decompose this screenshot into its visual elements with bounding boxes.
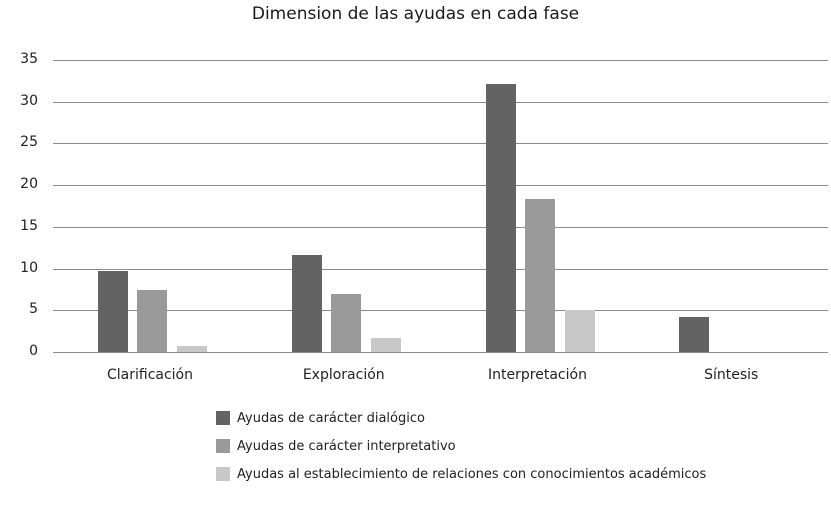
legend-swatch [216, 411, 230, 425]
y-tick-label: 5 [29, 301, 38, 318]
legend-label: Ayudas de carácter dialógico [237, 410, 425, 426]
bar [291, 255, 322, 352]
legend-swatch [216, 439, 230, 453]
gridline [53, 268, 828, 270]
y-tick-label: 35 [20, 51, 38, 67]
legend: Ayudas de carácter dialógico Ayudas de ca… [216, 404, 706, 488]
gridline [53, 226, 828, 228]
gridline [53, 352, 828, 353]
legend-item: Ayudas al establecimiento de relaciones … [216, 460, 706, 488]
y-tick-label: 20 [20, 176, 38, 193]
bar [330, 294, 361, 352]
gridline [53, 143, 828, 145]
bar [679, 316, 710, 352]
x-tick-label: Interpretación [488, 367, 587, 383]
legend-item: Ayudas de carácter interpretativo [216, 432, 706, 460]
gridline [53, 60, 828, 61]
legend-swatch [216, 467, 230, 481]
legend-label: Ayudas de carácter interpretativo [237, 438, 456, 454]
bar [485, 84, 516, 352]
x-tick-label: Clarificación [106, 367, 193, 383]
bar [524, 199, 555, 352]
gridline [53, 185, 828, 187]
bar [564, 310, 595, 352]
gridline [53, 101, 828, 103]
bar [98, 271, 128, 352]
y-tick-label: 25 [20, 134, 38, 151]
legend-label: Ayudas al establecimiento de relaciones … [237, 466, 707, 482]
y-tick-label: 30 [20, 92, 38, 109]
y-tick-label: 0 [29, 343, 38, 359]
bar [370, 337, 401, 352]
y-tick-label: 10 [20, 259, 38, 276]
bar [137, 290, 167, 352]
x-tick-label: Exploración [302, 367, 385, 383]
chart-title: Dimension de las ayudas en cada fase [251, 4, 580, 24]
gridline [53, 310, 828, 312]
bar [177, 346, 207, 352]
y-tick-label: 15 [20, 217, 38, 234]
legend-item: Ayudas de carácter dialógico [216, 404, 706, 432]
x-tick-label: Síntesis [704, 367, 759, 383]
